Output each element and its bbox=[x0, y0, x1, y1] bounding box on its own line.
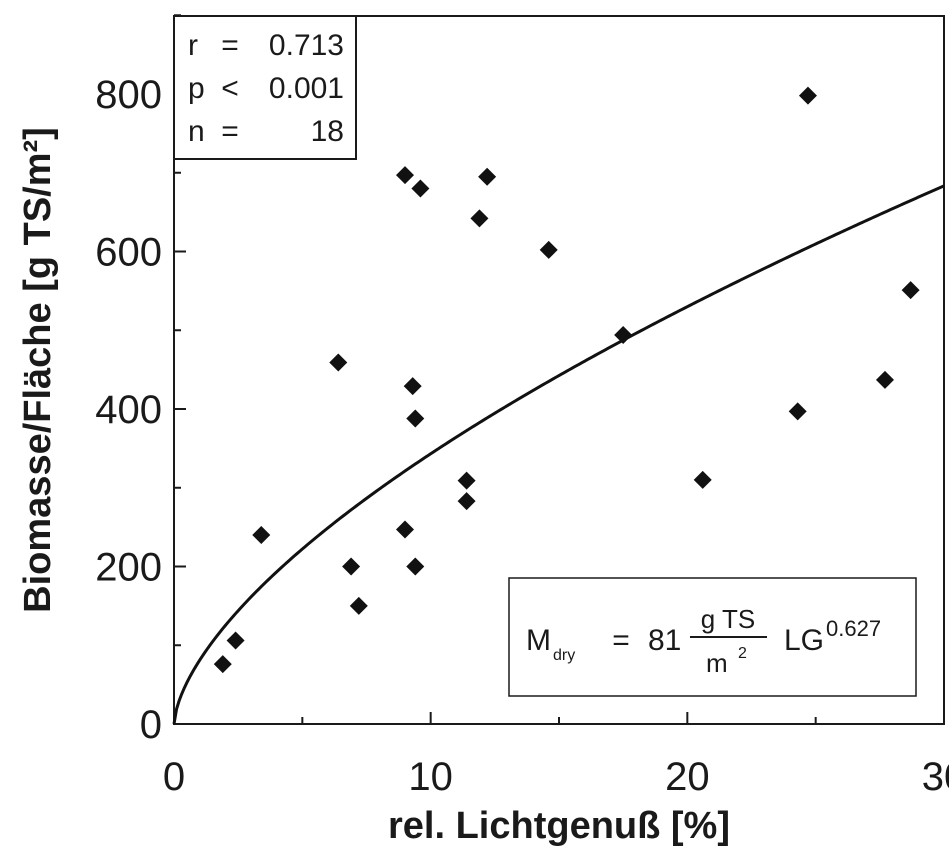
y-tick-label: 600 bbox=[95, 231, 162, 275]
stats-box-border bbox=[173, 15, 357, 160]
fit-curve bbox=[172, 184, 945, 725]
data-point bbox=[349, 596, 368, 615]
data-point bbox=[406, 409, 425, 428]
y-tick-label: 0 bbox=[140, 703, 162, 747]
stats-n-label: n bbox=[188, 115, 205, 148]
x-tick-label: 10 bbox=[408, 755, 453, 799]
stats-p-label: p bbox=[188, 72, 205, 105]
x-tick-label: 30 bbox=[922, 755, 949, 799]
data-point bbox=[614, 325, 633, 344]
data-point bbox=[788, 402, 807, 421]
x-axis-title: rel. Lichtgenuß [%] bbox=[388, 805, 730, 846]
data-point bbox=[226, 631, 245, 650]
data-point bbox=[457, 471, 476, 490]
y-axis-title: Biomasse/Fläche [g TS/m²] bbox=[17, 127, 59, 613]
data-point bbox=[329, 353, 348, 372]
equation-lhs-sub: dry bbox=[553, 647, 575, 664]
equation-numerator: g TS bbox=[701, 604, 755, 634]
stats-n-value: 18 bbox=[311, 115, 344, 148]
equation-lhs: M bbox=[526, 624, 551, 657]
stats-n-op: = bbox=[221, 115, 239, 148]
data-point bbox=[213, 655, 232, 674]
y-tick-label: 400 bbox=[95, 388, 162, 432]
equation-coefficient: 81 bbox=[648, 624, 681, 657]
data-point bbox=[875, 370, 894, 389]
data-point bbox=[406, 557, 425, 576]
data-point bbox=[396, 166, 414, 185]
data-point bbox=[478, 167, 497, 186]
data-point bbox=[342, 557, 361, 576]
y-tick-label: 800 bbox=[95, 73, 162, 117]
data-point bbox=[411, 179, 430, 198]
stats-p-value: 0.001 bbox=[269, 72, 344, 105]
data-point bbox=[403, 377, 422, 396]
equation-exponent: 0.627 bbox=[826, 616, 881, 641]
tick-labels: 0 10 20 30 0 200 400 600 800 bbox=[95, 73, 949, 799]
equation-denominator-sup: 2 bbox=[738, 645, 747, 662]
data-point bbox=[693, 470, 712, 489]
data-point bbox=[396, 520, 414, 539]
stats-box: r = 0.713 p < 0.001 n = 18 bbox=[173, 15, 357, 160]
equation-equals: = bbox=[612, 624, 630, 657]
data-point bbox=[798, 86, 817, 105]
equation-denominator: m bbox=[706, 648, 728, 678]
y-tick-label: 200 bbox=[95, 546, 162, 590]
stats-r-label: r bbox=[188, 29, 198, 62]
data-point bbox=[252, 526, 271, 544]
x-tick-label: 20 bbox=[665, 755, 710, 799]
stats-r-value: 0.713 bbox=[269, 29, 344, 62]
data-point bbox=[539, 240, 558, 259]
data-point bbox=[457, 492, 476, 511]
x-tick-label: 0 bbox=[163, 755, 185, 799]
data-point bbox=[470, 209, 489, 228]
equation-variable: LG bbox=[784, 624, 824, 657]
stats-r-op: = bbox=[221, 29, 239, 62]
equation-box: M dry = 81 g TS m 2 LG 0.627 bbox=[508, 577, 917, 697]
data-points bbox=[213, 86, 920, 674]
stats-p-op: < bbox=[221, 72, 239, 105]
data-point bbox=[901, 281, 920, 300]
